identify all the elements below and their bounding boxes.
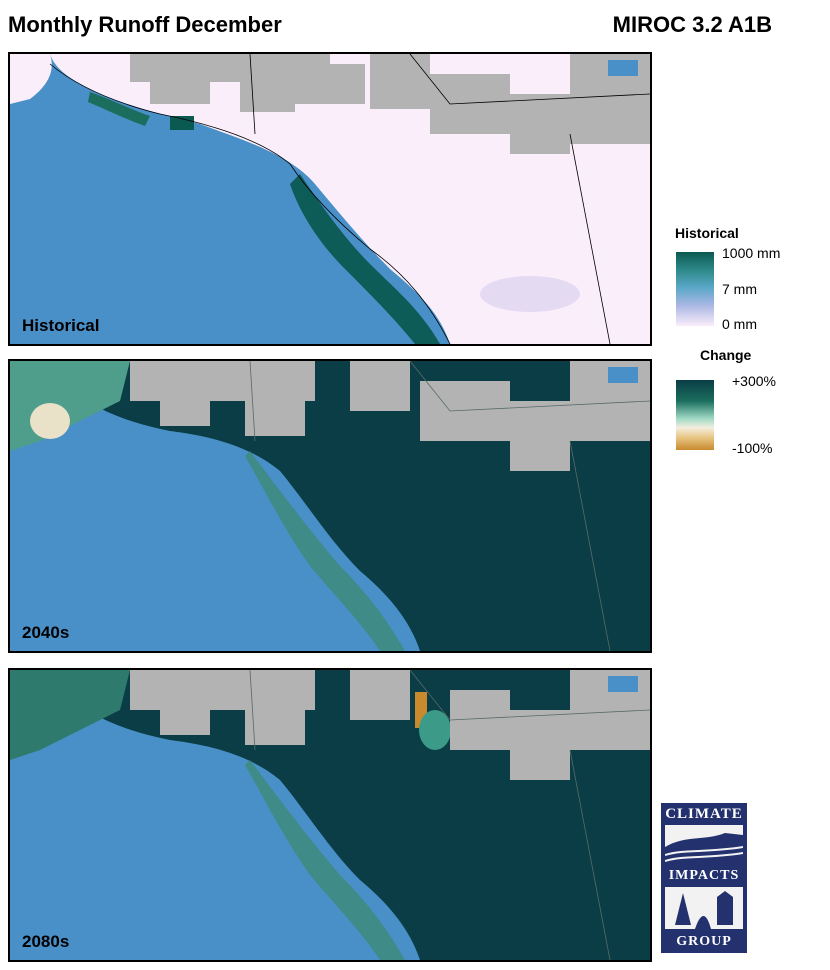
logo-text-climate: CLIMATE bbox=[665, 806, 743, 822]
legend-historical-colorbar bbox=[676, 252, 714, 326]
panel-label-2080s: 2080s bbox=[22, 932, 70, 951]
panel-label-historical: Historical bbox=[22, 316, 100, 335]
climate-impacts-group-logo: CLIMATE IMPACTS GROUP bbox=[661, 803, 747, 953]
model-label: MIROC 3.2 A1B bbox=[612, 12, 772, 37]
legend-change-title: Change bbox=[700, 347, 752, 363]
panel-historical-map: Historical bbox=[8, 52, 652, 346]
map-2040s-graphic bbox=[10, 361, 650, 651]
legend-historical-tick-mid: 7 mm bbox=[722, 281, 757, 297]
legend-historical-title: Historical bbox=[675, 225, 739, 241]
legend-historical-tick-max: 1000 mm bbox=[722, 245, 781, 261]
legend-change-colorbar bbox=[676, 380, 714, 450]
legend-historical-tick-min: 0 mm bbox=[722, 316, 757, 332]
logo-landscape-icon bbox=[665, 825, 743, 865]
legend-change-tick-min: -100% bbox=[732, 440, 773, 456]
map-2080s-graphic bbox=[10, 670, 650, 960]
panel-2040s-map: 2040s bbox=[8, 359, 652, 653]
map-title: Monthly Runoff December bbox=[8, 12, 282, 37]
legend-change-tick-max: +300% bbox=[732, 373, 776, 389]
logo-text-impacts: IMPACTS bbox=[668, 868, 740, 883]
logo-text-group: GROUP bbox=[676, 934, 732, 949]
historical-map-graphic bbox=[10, 54, 650, 344]
panel-2080s-map: 2080s bbox=[8, 668, 652, 962]
logo-forest-icon bbox=[665, 887, 743, 929]
panel-label-2040s: 2040s bbox=[22, 623, 70, 642]
